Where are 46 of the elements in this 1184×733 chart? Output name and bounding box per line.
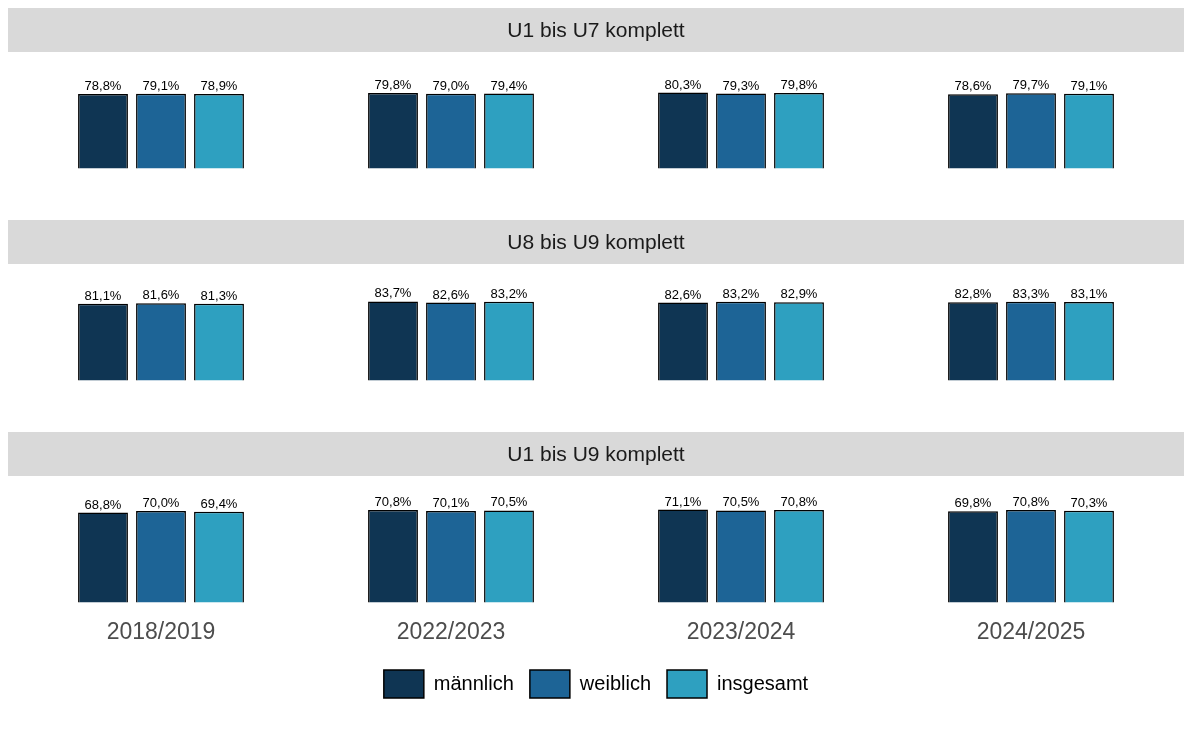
data-label: 79,1%: [142, 77, 180, 93]
data-label: 70,8%: [374, 494, 412, 510]
chart-title: U8 bis U9 komplett: [8, 220, 1184, 264]
data-label: 83,1%: [1070, 286, 1108, 302]
x-tick-label: 2023/2024: [686, 617, 796, 644]
data-label: 70,5%: [490, 494, 528, 510]
data-label: 80,3%: [664, 76, 702, 92]
legend-label: männlich: [433, 671, 514, 694]
data-label: 69,8%: [954, 495, 992, 511]
data-label: 82,6%: [664, 286, 702, 302]
legend-label: weiblich: [578, 671, 652, 694]
data-label: 79,8%: [374, 77, 412, 93]
data-label: 79,0%: [432, 77, 470, 93]
x-tick-label: 2024/2025: [976, 617, 1086, 644]
data-label: 71,1%: [664, 493, 702, 509]
chart-title: U1 bis U7 komplett: [8, 8, 1184, 52]
data-label: 82,8%: [954, 286, 992, 302]
data-label: 81,6%: [142, 287, 180, 303]
data-label: 78,8%: [84, 78, 122, 94]
data-label: 81,3%: [200, 287, 238, 303]
data-label: 79,7%: [1012, 77, 1050, 93]
data-label: 70,0%: [142, 495, 180, 511]
data-label: 82,9%: [780, 286, 818, 302]
data-label: 83,3%: [1012, 285, 1050, 301]
data-label: 70,1%: [432, 495, 470, 510]
data-label: 83,7%: [374, 285, 412, 301]
data-label: 68,8%: [84, 496, 122, 512]
data-label: 83,2%: [722, 285, 760, 301]
data-label: 69,4%: [200, 495, 238, 511]
data-label: 78,9%: [200, 78, 238, 93]
x-tick-label: 2022/2023: [396, 617, 506, 644]
data-label: 81,1%: [84, 287, 122, 303]
data-label: 79,4%: [490, 77, 528, 93]
data-label: 83,2%: [490, 285, 528, 301]
data-label: 70,8%: [780, 494, 818, 510]
data-label: 82,6%: [432, 286, 470, 302]
data-label: 78,6%: [954, 78, 992, 94]
data-label: 70,8%: [1012, 494, 1050, 510]
data-label: 70,5%: [722, 494, 760, 510]
legend-label: insgesamt: [717, 671, 809, 694]
data-label: 70,3%: [1070, 494, 1108, 510]
data-label: 79,8%: [780, 77, 818, 93]
data-label: 79,1%: [1070, 77, 1108, 93]
data-label: 79,3%: [722, 77, 760, 93]
x-tick-label: 2018/2019: [106, 617, 216, 644]
chart-title: U1 bis U9 komplett: [8, 432, 1184, 476]
